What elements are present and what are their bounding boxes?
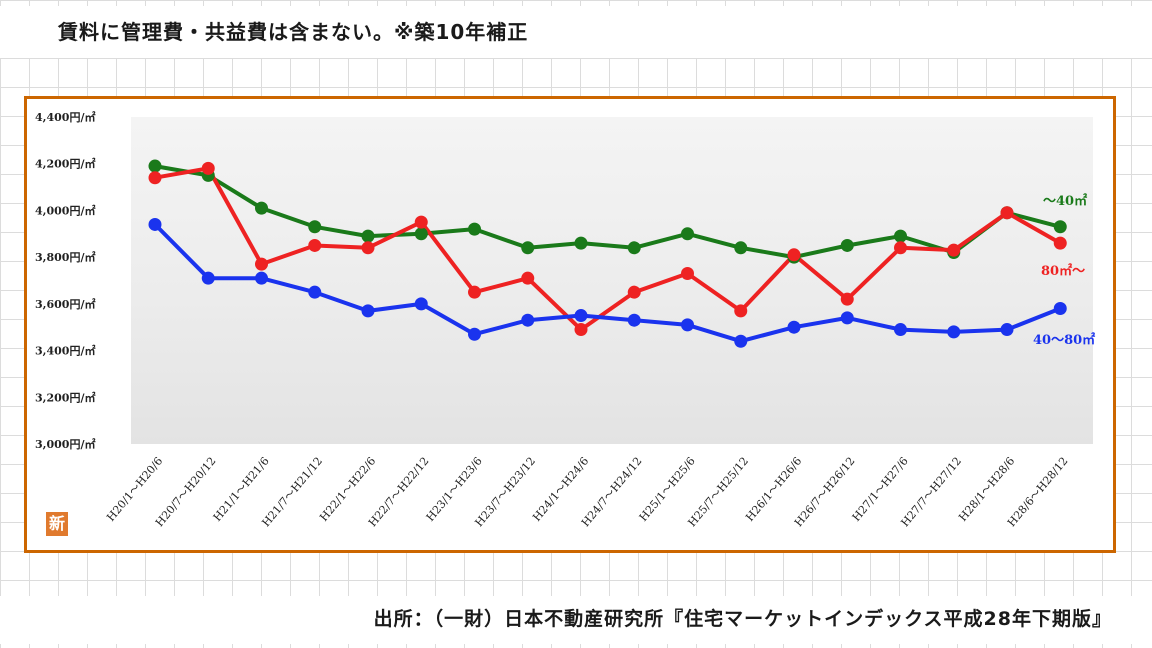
x-tick-label: H26/1～H26/6	[743, 455, 804, 524]
data-point	[734, 334, 748, 348]
header-band	[0, 6, 1152, 58]
series-line-1	[154, 166, 1062, 332]
data-point	[894, 241, 907, 255]
data-point	[201, 271, 215, 285]
data-point	[1053, 220, 1067, 234]
data-point	[414, 297, 428, 311]
series-labels: ～40㎡ 80㎡～ 40～80㎡	[1033, 193, 1095, 348]
data-point	[574, 323, 588, 337]
data-point	[521, 313, 535, 327]
data-point	[201, 161, 215, 175]
x-tick-label: H20/1～H20/6	[104, 455, 165, 524]
data-point	[1053, 236, 1067, 250]
data-point	[521, 241, 535, 255]
series-line-2	[153, 222, 1062, 344]
data-point	[1000, 323, 1014, 337]
y-tick-label: 4,400円/㎡	[35, 110, 95, 124]
data-point	[681, 227, 694, 241]
x-axis: H20/1～H20/6H20/7～H20/12H21/1～H21/6H21/7～…	[104, 455, 1070, 530]
data-point	[414, 215, 428, 229]
data-point	[894, 229, 907, 243]
data-point	[255, 257, 268, 271]
data-point	[787, 248, 801, 262]
data-point	[1000, 206, 1014, 220]
series-label: 40～80㎡	[1033, 332, 1095, 348]
y-tick-label: 4,200円/㎡	[35, 157, 95, 171]
y-axis: 3,000円/㎡ 3,200円/㎡ 3,400円/㎡ 3,600円/㎡ 3,800円/㎡…	[35, 110, 95, 451]
data-point	[361, 229, 375, 243]
series-label: 80㎡～	[1041, 263, 1085, 279]
data-point	[521, 271, 535, 285]
data-point	[787, 320, 801, 334]
source-band	[0, 596, 1152, 644]
data-point	[947, 325, 961, 339]
data-point	[681, 318, 694, 332]
data-point	[255, 201, 268, 215]
x-tick-label: H21/1～H21/6	[211, 455, 272, 524]
data-point	[734, 241, 748, 255]
data-point	[574, 236, 588, 250]
series-line-0	[154, 164, 1061, 260]
data-point	[627, 285, 641, 299]
data-point	[361, 241, 375, 255]
plot-background	[131, 117, 1093, 444]
data-point	[574, 309, 588, 323]
data-point	[468, 285, 481, 299]
data-point	[947, 243, 961, 257]
x-tick-label: H28/1～H28/6	[956, 455, 1017, 524]
source-credit: 出所：（一財）日本不動産研究所『住宅マーケットインデックス平成28年下期版』	[373, 608, 1112, 630]
line-chart: 3,000円/㎡ 3,200円/㎡ 3,400円/㎡ 3,600円/㎡ 3,800円/㎡…	[35, 110, 1095, 530]
data-point	[1053, 302, 1067, 316]
data-point	[468, 222, 481, 236]
x-tick-label: H22/1～H22/6	[317, 455, 378, 524]
data-point	[148, 217, 162, 231]
chart-note: 賃料に管理費・共益費は含まない。※築10年補正	[58, 20, 529, 44]
data-point	[308, 238, 322, 252]
data-point	[840, 311, 854, 325]
y-tick-label: 3,600円/㎡	[35, 297, 95, 311]
data-point	[627, 241, 641, 255]
data-point	[361, 304, 375, 318]
y-tick-label: 3,200円/㎡	[35, 390, 95, 404]
y-tick-label: 3,000円/㎡	[35, 437, 95, 451]
y-tick-label: 3,800円/㎡	[35, 250, 95, 264]
x-tick-label: H25/1～H25/6	[637, 455, 698, 524]
data-point	[255, 271, 268, 285]
y-tick-label: 4,000円/㎡	[35, 203, 95, 217]
data-point	[414, 227, 428, 241]
data-point	[894, 323, 907, 337]
data-point	[734, 304, 748, 318]
data-point	[308, 220, 322, 234]
data-point	[627, 313, 641, 327]
data-point	[468, 327, 481, 341]
y-tick-label: 3,400円/㎡	[35, 344, 95, 358]
x-tick-label: H24/1～H24/6	[530, 455, 591, 524]
data-point	[681, 266, 694, 280]
data-point	[308, 285, 322, 299]
series-points	[148, 159, 1067, 348]
series-label: ～40㎡	[1043, 193, 1087, 209]
data-point	[840, 238, 854, 252]
chart-frame: 3,000円/㎡ 3,200円/㎡ 3,400円/㎡ 3,600円/㎡ 3,800円/㎡…	[24, 96, 1116, 553]
data-point	[840, 292, 854, 306]
data-point	[148, 171, 162, 185]
logo-badge: 新	[46, 512, 68, 536]
x-tick-label: H23/1～H23/6	[424, 455, 485, 524]
data-point	[148, 159, 162, 173]
series-lines	[153, 164, 1062, 344]
x-tick-label: H27/1～H27/6	[850, 455, 911, 524]
